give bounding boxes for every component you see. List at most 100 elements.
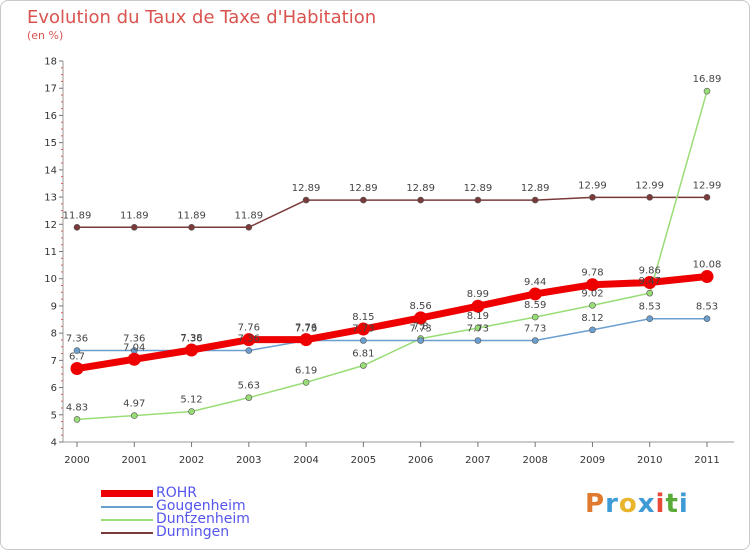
legend-label: ROHR [156, 485, 198, 501]
data-point-rohr [70, 362, 84, 376]
data-label-gougenheim: 7.36 [66, 334, 88, 345]
data-point-rohr [185, 343, 199, 357]
y-tick-label: 6 [51, 383, 57, 394]
data-point-gougenheim [417, 337, 424, 344]
data-label-rohr: 8.15 [352, 312, 374, 323]
data-point-durningen [73, 223, 81, 231]
chart-axes: 4 5 6 7 8 9 10 11 12 13 14 15 16 17 18 2000 2001 2002 2003… [44, 57, 734, 466]
data-point-durningen [302, 196, 310, 204]
data-label-durningen: 11.89 [120, 210, 149, 221]
data-label-gougenheim: 7.73 [295, 323, 317, 334]
legend-swatch [101, 506, 153, 508]
x-tick-label: 2005 [351, 455, 376, 466]
data-label-duntzenheim: 9.47 [639, 276, 661, 287]
data-point-rohr [127, 352, 141, 366]
data-point-duntzenheim [531, 313, 539, 321]
data-point-duntzenheim [130, 412, 138, 419]
x-tick-label: 2009 [580, 455, 605, 466]
y-tick-label: 12 [44, 220, 57, 231]
y-tick-label: 16 [44, 111, 57, 122]
data-label-rohr: 10.08 [693, 260, 722, 271]
data-label-durningen: 12.89 [521, 183, 550, 194]
chart-legend: ROHR Gougenheim Duntzenheim Durningen [101, 485, 301, 539]
chart-unit-label: (en %) [27, 29, 64, 42]
proxiti-logo: Proxiti [585, 489, 689, 519]
x-tick-label: 2010 [637, 455, 662, 466]
data-point-rohr [356, 322, 370, 336]
y-tick-label: 10 [44, 274, 57, 285]
data-label-duntzenheim: 8.59 [524, 300, 546, 311]
y-tick-label: 9 [51, 301, 57, 312]
legend-swatch [101, 519, 153, 521]
y-tick-label: 5 [51, 410, 57, 421]
y-tick-label: 18 [44, 57, 57, 68]
data-point-durningen [646, 194, 654, 201]
data-point-gougenheim [646, 315, 654, 323]
x-tick-label: 2000 [64, 455, 89, 466]
data-label-duntzenheim: 4.97 [123, 399, 145, 410]
data-label-durningen: 12.89 [349, 183, 378, 194]
data-label-durningen: 12.99 [635, 180, 664, 191]
data-point-gougenheim [531, 337, 539, 344]
logo-letter: t [665, 489, 679, 519]
data-label-durningen: 11.89 [177, 210, 206, 221]
y-tick-label: 13 [44, 193, 57, 204]
data-point-duntzenheim [360, 362, 367, 369]
y-tick-label: 8 [51, 329, 57, 340]
line-chart: 4 5 6 7 8 9 10 11 12 13 14 15 16 17 18 2000 2001 2002 2003… [44, 57, 734, 466]
legend-label: Gougenheim [156, 498, 246, 514]
data-label-gougenheim: 7.73 [352, 323, 374, 334]
legend-swatch [101, 532, 153, 534]
data-point-duntzenheim [73, 416, 81, 423]
series-line-rohr [73, 273, 711, 373]
data-point-gougenheim [360, 337, 367, 344]
data-label-rohr: 9.78 [581, 268, 603, 279]
data-label-durningen: 12.99 [693, 180, 722, 191]
data-label-gougenheim: 7.36 [123, 334, 145, 345]
data-label-gougenheim: 8.53 [639, 302, 661, 313]
data-point-duntzenheim [646, 289, 654, 297]
data-label-rohr: 7.76 [238, 323, 260, 334]
y-tick-label: 7 [51, 356, 57, 367]
data-label-rohr: 7.38 [180, 333, 202, 344]
data-point-rohr [471, 299, 485, 313]
data-label-rohr: 8.99 [467, 289, 489, 300]
data-label-durningen: 12.89 [406, 183, 435, 194]
data-label-duntzenheim: 5.63 [238, 381, 260, 392]
logo-letter: r [605, 489, 619, 519]
data-point-durningen [130, 223, 138, 231]
data-point-rohr [242, 333, 256, 347]
x-tick-label: 2006 [408, 455, 433, 466]
data-label-duntzenheim: 4.83 [66, 402, 88, 413]
x-tick-label: 2003 [236, 455, 261, 466]
chart-series [70, 87, 714, 423]
x-tick-label: 2004 [293, 455, 318, 466]
data-label-rohr: 6.7 [69, 352, 85, 363]
data-point-durningen [245, 223, 253, 231]
data-point-durningen [589, 194, 596, 201]
data-label-duntzenheim: 6.81 [352, 349, 374, 360]
series-line-durningen [76, 196, 708, 229]
y-tick-label: 4 [51, 438, 57, 449]
data-point-rohr [585, 278, 599, 292]
legend-swatch [101, 490, 153, 497]
legend-label: Duntzenheim [156, 511, 250, 527]
data-point-duntzenheim [245, 394, 253, 401]
chart-title: Evolution du Taux de Taxe d'Habitation [27, 7, 377, 28]
data-label-gougenheim: 7.73 [524, 323, 546, 334]
data-label-duntzenheim: 5.12 [180, 395, 202, 406]
x-tick-label: 2011 [694, 455, 719, 466]
data-label-rohr: 8.56 [410, 301, 432, 312]
data-label-duntzenheim: 6.19 [295, 365, 317, 376]
data-label-duntzenheim: 7.8 [413, 322, 429, 333]
data-label-gougenheim: 7.36 [238, 334, 260, 345]
data-label-durningen: 11.89 [63, 210, 92, 221]
data-point-duntzenheim [589, 302, 596, 309]
data-point-durningen [188, 223, 195, 231]
data-label-rohr: 7.76 [295, 323, 317, 334]
data-point-durningen [360, 196, 367, 204]
logo-letter: o [618, 489, 638, 519]
x-tick-label: 2001 [122, 455, 147, 466]
data-label-rohr: 9.44 [524, 277, 546, 288]
